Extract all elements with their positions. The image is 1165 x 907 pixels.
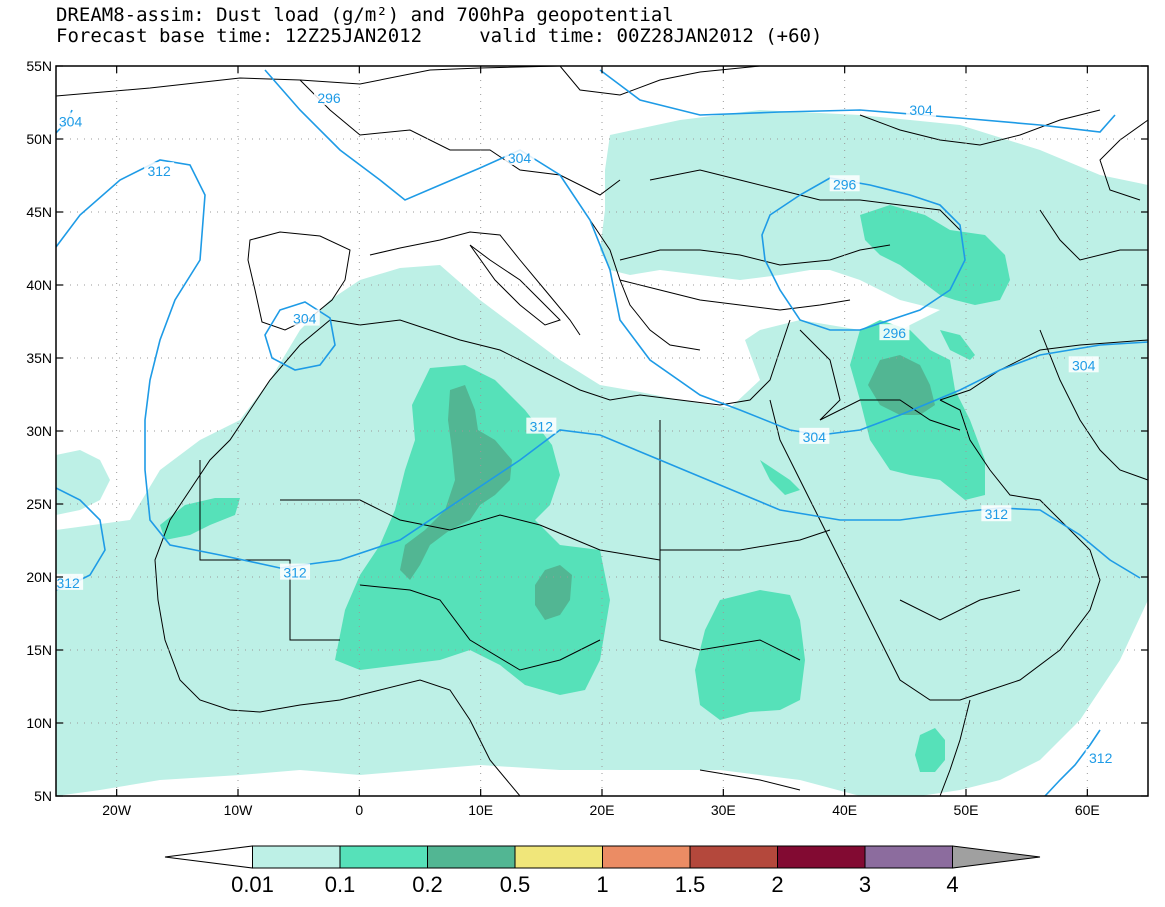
latitude-axis: 55N 50N 45N 40N 35N 30N 25N 20N 15N 10N 5N: [26, 58, 1148, 804]
graticule: [56, 66, 1148, 796]
contour-label-bg: [144, 162, 175, 179]
x-tick-label: 50E: [954, 802, 979, 818]
colorbar-swatch: [514, 845, 603, 869]
y-tick-label: 5N: [34, 788, 52, 804]
figure-subtitle: Forecast base time: 12Z25JAN2012 valid t…: [56, 25, 823, 47]
colorbar-swatch: [864, 845, 953, 869]
contour-label-bg: [280, 563, 311, 580]
y-tick-label: 50N: [26, 131, 52, 147]
contour-label: 312: [283, 565, 307, 581]
colorbar-swatch: [777, 845, 866, 869]
contour-label-bg: [1085, 749, 1116, 766]
y-tick-label: 45N: [26, 204, 52, 220]
colorbar-label: 0.1: [325, 872, 356, 897]
contour-label-bg: [289, 309, 320, 326]
colorbar-label: 0.2: [412, 872, 443, 897]
y-tick-label: 10N: [26, 715, 52, 731]
contour-label: 304: [508, 150, 532, 166]
colorbar-label: 1: [596, 872, 608, 897]
contour-label: 304: [803, 429, 827, 445]
contour-label-bg: [906, 100, 937, 117]
contour-label: 304: [909, 102, 933, 118]
x-tick-label: 0: [355, 802, 363, 818]
colorbar-swatch: [689, 845, 778, 869]
colorbar-swatch: [252, 845, 341, 869]
y-tick-label: 35N: [26, 350, 52, 366]
x-tick-label: 40E: [832, 802, 857, 818]
x-tick-label: 10E: [468, 802, 493, 818]
contour-label-bg: [1068, 356, 1099, 373]
colorbar-label: 1.5: [675, 872, 706, 897]
contour-label: 296: [883, 325, 907, 341]
contour-label-bg: [526, 417, 557, 434]
figure-title: DREAM8-assim: Dust load (g/m²) and 700hP…: [56, 4, 674, 26]
y-tick-label: 25N: [26, 496, 52, 512]
y-tick-label: 20N: [26, 569, 52, 585]
colorbar-label: 2: [771, 872, 783, 897]
colorbar-label: 3: [859, 872, 871, 897]
contour-label: 304: [59, 113, 83, 129]
longitude-axis: 20W 10W 0 10E 20E 30E 40E 50E 60E: [102, 66, 1100, 818]
contour-label-bg: [56, 112, 86, 129]
map-layers: 296 304 312 304 304 296 304 296 304 312 304 312 312 3…: [56, 66, 1148, 796]
contour-label-bg: [504, 148, 535, 165]
contour-label-bg: [829, 175, 860, 192]
y-tick-label: 55N: [26, 58, 52, 74]
contour-label: 304: [293, 311, 317, 327]
coastlines-and-borders: [56, 66, 1148, 796]
colorbar-under-triangle: [164, 845, 253, 869]
y-tick-label: 15N: [26, 642, 52, 658]
colorbar-swatch: [339, 845, 428, 869]
y-tick-label: 30N: [26, 423, 52, 439]
colorbar-label: 0.01: [231, 872, 274, 897]
contour-label: 296: [833, 176, 857, 192]
contour-label-bg: [981, 505, 1012, 522]
contour-label-bg: [879, 324, 910, 341]
contour-label: 312: [530, 419, 554, 435]
contour-label-bg: [799, 427, 830, 444]
dust-level-0.01: [56, 110, 1148, 796]
colorbar-over-triangle: [952, 845, 1041, 869]
x-tick-label: 20W: [102, 802, 132, 818]
contour-label: 312: [1089, 750, 1113, 766]
x-tick-label: 60E: [1075, 802, 1100, 818]
x-tick-label: 10W: [224, 802, 254, 818]
contour-label: 312: [56, 575, 80, 591]
contour-label: 312: [147, 163, 171, 179]
contour-label-bg: [56, 573, 84, 590]
y-tick-label: 40N: [26, 277, 52, 293]
x-tick-label: 20E: [590, 802, 615, 818]
contour-label-bg: [314, 89, 344, 106]
contour-labels: 296 304 312 304 304 296 304 296 304 312 304 312 312 3…: [56, 89, 1116, 766]
contour-label: 312: [985, 506, 1009, 522]
colorbar-legend: 0.01 0.1 0.2 0.5 1 1.5 2 3 4: [164, 845, 1041, 897]
colorbar-swatch: [427, 845, 516, 869]
contour-label: 296: [317, 90, 341, 106]
colorbar-label: 0.5: [500, 872, 531, 897]
x-tick-label: 30E: [711, 802, 736, 818]
colorbar-label: 4: [946, 872, 958, 897]
contour-label: 304: [1072, 357, 1096, 373]
colorbar-swatch: [602, 845, 691, 869]
